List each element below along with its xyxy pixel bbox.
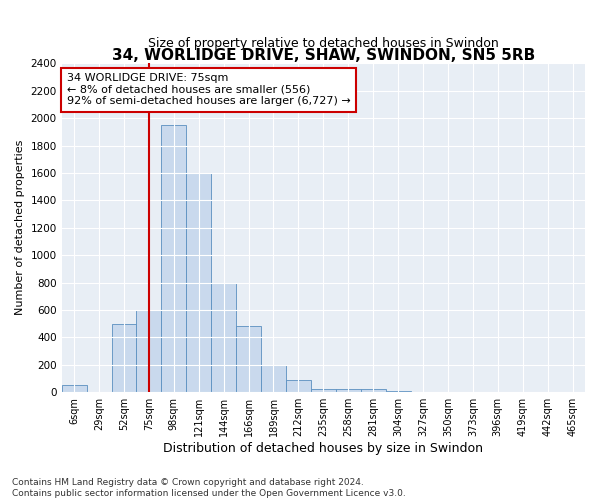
Bar (336, 389, 361, 392)
Bar (136, 310, 161, 392)
Bar (361, 390, 386, 392)
Bar (186, 173, 211, 392)
Text: Contains HM Land Registry data © Crown copyright and database right 2024.
Contai: Contains HM Land Registry data © Crown c… (12, 478, 406, 498)
X-axis label: Distribution of detached houses by size in Swindon: Distribution of detached houses by size … (163, 442, 484, 455)
Bar (236, 326, 261, 392)
Bar (62, 386, 86, 392)
Text: Size of property relative to detached houses in Swindon: Size of property relative to detached ho… (148, 37, 499, 50)
Bar (161, 125, 186, 392)
Bar (112, 324, 136, 392)
Bar (211, 282, 236, 392)
Bar (386, 391, 410, 392)
Bar (286, 380, 311, 392)
Bar (311, 389, 336, 392)
Text: 34 WORLIDGE DRIVE: 75sqm
← 8% of detached houses are smaller (556)
92% of semi-d: 34 WORLIDGE DRIVE: 75sqm ← 8% of detache… (67, 74, 350, 106)
Y-axis label: Number of detached properties: Number of detached properties (15, 140, 25, 316)
Title: 34, WORLIDGE DRIVE, SHAW, SWINDON, SN5 5RB: 34, WORLIDGE DRIVE, SHAW, SWINDON, SN5 5… (112, 48, 535, 64)
Bar (261, 365, 286, 392)
